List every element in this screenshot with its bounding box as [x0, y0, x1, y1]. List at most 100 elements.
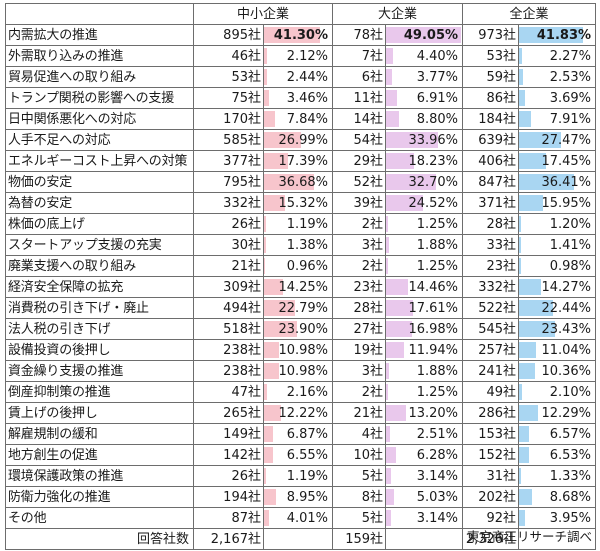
- large-count-cell: 10社: [332, 444, 387, 466]
- all-count-cell: 241社: [462, 360, 520, 382]
- all-count-cell: 522社: [462, 297, 520, 319]
- large-count-cell: 8社: [332, 486, 387, 508]
- large-percent-bar: [386, 405, 407, 421]
- sme-percent-bar: [264, 174, 314, 190]
- row-item-label: スタートアップ支援の充実: [5, 234, 194, 256]
- all-count-cell: 28社: [462, 213, 520, 235]
- all-percent-bar: [519, 195, 544, 211]
- footer-sme-blank: [263, 528, 334, 550]
- row-item-label: 物価の安定: [5, 171, 194, 193]
- large-count-cell: 7社: [332, 45, 387, 67]
- large-percent-label: 49.05%: [403, 27, 459, 43]
- large-percent-bar: [386, 384, 388, 400]
- all-percent-cell: 2.10%: [518, 381, 597, 403]
- all-percent-bar: [519, 300, 554, 316]
- large-percent-bar: [386, 174, 436, 190]
- all-count-cell: 639社: [462, 129, 520, 151]
- header-row: 中小企業 大企業 全企業: [5, 3, 597, 25]
- table-row: 資金繰り支援の推進 238社 10.98% 3社 1.88% 241社 10.36%: [5, 360, 597, 382]
- sme-percent-bar: [264, 258, 266, 274]
- table-row: 為替の安定 332社 15.32% 39社 24.52% 371社 15.95%: [5, 192, 597, 214]
- large-count-cell: 5社: [332, 507, 387, 529]
- large-percent-bar: [386, 258, 388, 274]
- footer-label: 回答社数: [5, 528, 194, 550]
- large-percent-bar: [386, 111, 400, 127]
- large-percent-cell: 3.77%: [385, 66, 464, 88]
- row-item-label: 防衛力強化の推進: [5, 486, 194, 508]
- all-percent-bar: [519, 132, 561, 148]
- large-percent-cell: 49.05%: [385, 24, 464, 46]
- row-item-label: 設備投資の後押し: [5, 339, 194, 361]
- sme-percent-cell: 17.39%: [262, 150, 334, 172]
- all-percent-bar: [519, 27, 583, 43]
- all-count-cell: 406社: [462, 150, 520, 172]
- table-row: 内需拡大の推進 895社 41.30% 78社 49.05% 973社 41.83%: [5, 24, 597, 46]
- all-percent-cell: 3.95%: [518, 507, 597, 529]
- sme-count-cell: 377社: [193, 150, 264, 172]
- sme-count-cell: 895社: [193, 24, 264, 46]
- row-item-label: 解雇規制の緩和: [5, 423, 194, 445]
- table-row: 物価の安定 795社 36.68% 52社 32.70% 847社 36.41%: [5, 171, 597, 193]
- large-percent-bar: [386, 489, 394, 505]
- all-count-cell: 973社: [462, 24, 520, 46]
- large-count-cell: 52社: [332, 171, 387, 193]
- footer-large-blank: [385, 528, 464, 550]
- sme-percent-label: 36.68%: [278, 174, 329, 190]
- table-row: 外需取り込みの推進 46社 2.12% 7社 4.40% 53社 2.27%: [5, 45, 597, 67]
- all-percent-label: 7.91%: [549, 111, 592, 127]
- all-percent-label: 15.95%: [541, 195, 592, 211]
- large-percent-bar: [386, 321, 412, 337]
- large-count-cell: 3社: [332, 234, 387, 256]
- all-percent-cell: 41.83%: [518, 24, 597, 46]
- all-percent-cell: 7.91%: [518, 108, 597, 130]
- all-percent-cell: 0.98%: [518, 255, 597, 277]
- sme-count-cell: 265社: [193, 402, 264, 424]
- large-count-cell: 78社: [332, 24, 387, 46]
- sme-count-cell: 309社: [193, 276, 264, 298]
- sme-percent-bar: [264, 447, 273, 463]
- large-percent-label: 17.61%: [408, 300, 459, 316]
- sme-percent-bar: [264, 48, 267, 64]
- all-percent-label: 6.53%: [549, 447, 592, 463]
- large-percent-cell: 1.88%: [385, 234, 464, 256]
- sme-percent-label: 6.55%: [286, 447, 329, 463]
- sme-percent-cell: 2.12%: [262, 45, 334, 67]
- large-percent-bar: [386, 195, 424, 211]
- sme-percent-cell: 6.55%: [262, 444, 334, 466]
- all-count-cell: 59社: [462, 66, 520, 88]
- row-item-label: その他: [5, 507, 194, 529]
- sme-count-cell: 30社: [193, 234, 264, 256]
- row-item-label: 法人税の引き下げ: [5, 318, 194, 340]
- large-percent-label: 1.25%: [416, 216, 459, 232]
- all-count-cell: 332社: [462, 276, 520, 298]
- sme-percent-label: 14.25%: [278, 279, 329, 295]
- sme-percent-label: 22.79%: [278, 300, 329, 316]
- all-count-cell: 847社: [462, 171, 520, 193]
- all-percent-label: 12.29%: [541, 405, 592, 421]
- all-percent-label: 10.36%: [541, 363, 592, 379]
- sme-percent-bar: [264, 363, 279, 379]
- all-count-cell: 53社: [462, 45, 520, 67]
- row-item-label: 外需取り込みの推進: [5, 45, 194, 67]
- table-row: 人手不足への対応 585社 26.99% 54社 33.96% 639社 27.47%: [5, 129, 597, 151]
- sme-percent-bar: [264, 132, 301, 148]
- table-row: 経済安全保障の拡充 309社 14.25% 23社 14.46% 332社 14.27%: [5, 276, 597, 298]
- header-blank: [5, 3, 194, 25]
- sme-percent-cell: 2.44%: [262, 66, 334, 88]
- large-percent-cell: 3.14%: [385, 465, 464, 487]
- large-count-cell: 2社: [332, 213, 387, 235]
- large-percent-bar: [386, 279, 408, 295]
- row-item-label: 倒産抑制策の推進: [5, 381, 194, 403]
- sme-percent-label: 26.99%: [278, 132, 329, 148]
- sme-percent-label: 8.95%: [286, 489, 329, 505]
- row-item-label: 株価の底上げ: [5, 213, 194, 235]
- table-row: 消費税の引き下げ・廃止 494社 22.79% 28社 17.61% 522社 22.44%: [5, 297, 597, 319]
- all-percent-bar: [519, 405, 538, 421]
- all-percent-bar: [519, 384, 523, 400]
- sme-percent-cell: 0.96%: [262, 255, 334, 277]
- large-percent-cell: 18.23%: [385, 150, 464, 172]
- large-percent-bar: [386, 510, 391, 526]
- all-count-cell: 257社: [462, 339, 520, 361]
- large-percent-bar: [386, 426, 390, 442]
- all-percent-label: 2.53%: [549, 69, 592, 85]
